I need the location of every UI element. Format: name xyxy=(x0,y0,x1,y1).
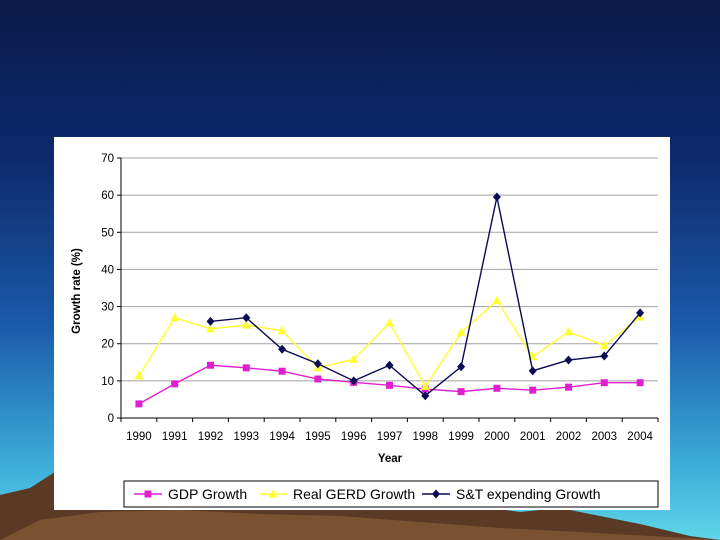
x-tick-label-2004: 2004 xyxy=(627,431,653,443)
x-tick-label-1993: 1993 xyxy=(234,431,260,443)
series-real-gerd-growth xyxy=(134,295,645,390)
data-point-1-1990 xyxy=(134,371,144,380)
y-axis-ticks: 0 10 20 30 40 50 60 70 xyxy=(101,153,121,425)
data-point-0-2001 xyxy=(529,386,537,394)
chart-panel: 0 10 20 30 40 50 60 70 1990 1991 1992 1993 1994 1995… xyxy=(54,137,670,510)
legend-marker-1 xyxy=(268,489,278,498)
data-point-0-2000 xyxy=(493,384,501,392)
data-point-2-2003 xyxy=(600,351,609,361)
data-point-2-1999 xyxy=(457,362,466,372)
data-point-0-2003 xyxy=(600,379,608,387)
x-tick-label-1991: 1991 xyxy=(162,431,188,443)
series-s-t-expending-growth xyxy=(206,192,645,401)
legend-marker-0 xyxy=(144,490,152,498)
x-axis-ticks: 1990 1991 1992 1993 1994 1995 1996 1997 1998 1999… xyxy=(120,418,659,443)
data-point-1-2002 xyxy=(564,326,573,336)
data-point-2-1997 xyxy=(385,360,394,370)
data-point-1-1998 xyxy=(420,381,430,390)
legend-label-2: S&T expending Growth xyxy=(456,486,601,502)
legend-box xyxy=(123,480,659,508)
data-point-0-1999 xyxy=(457,388,465,396)
x-tick-label-2000: 2000 xyxy=(484,431,510,443)
x-tick-label-1998: 1998 xyxy=(413,431,439,443)
data-point-0-1991 xyxy=(171,380,179,388)
data-point-0-2004 xyxy=(636,379,644,387)
x-tick-label-1992: 1992 xyxy=(198,431,224,443)
legend-label-0: GDP Growth xyxy=(168,486,247,502)
data-point-1-1993 xyxy=(241,320,251,329)
legend-marker-2 xyxy=(432,489,440,499)
data-point-1-1996 xyxy=(349,354,359,363)
data-point-2-1994 xyxy=(278,344,287,354)
x-tick-label-1990: 1990 xyxy=(126,431,152,443)
data-point-2-2002 xyxy=(564,355,573,365)
data-point-1-2000 xyxy=(492,295,502,305)
y-tick-label-10: 10 xyxy=(101,376,114,388)
data-point-1-1994 xyxy=(277,325,287,335)
data-point-0-1990 xyxy=(135,400,143,408)
x-tick-label-1996: 1996 xyxy=(341,431,367,443)
legend: GDP Growth Real GERD Growth S&T expending … xyxy=(134,486,601,502)
y-tick-label-60: 60 xyxy=(101,190,114,202)
x-tick-label-1997: 1997 xyxy=(377,431,403,443)
line-chart: 0 10 20 30 40 50 60 70 1990 1991 1992 1993 1994 1995… xyxy=(71,153,659,508)
y-tick-label-30: 30 xyxy=(101,302,114,314)
data-point-0-2002 xyxy=(565,383,572,391)
series-line-2 xyxy=(210,196,641,397)
mountain-highlight xyxy=(0,510,720,540)
data-point-0-1993 xyxy=(242,364,250,372)
y-tick-label-0: 0 xyxy=(108,413,114,425)
x-tick-label-1994: 1994 xyxy=(269,431,295,443)
data-point-2-2004 xyxy=(636,308,645,318)
x-tick-label-2003: 2003 xyxy=(592,431,618,443)
y-tick-label-40: 40 xyxy=(101,264,114,276)
x-tick-label-2002: 2002 xyxy=(556,431,582,443)
y-tick-label-50: 50 xyxy=(101,227,114,239)
gridlines xyxy=(120,157,658,419)
data-point-2-1998 xyxy=(421,391,430,401)
data-point-0-1997 xyxy=(386,381,393,389)
data-point-1-1999 xyxy=(456,327,466,337)
data-point-1-1997 xyxy=(385,317,394,327)
x-tick-label-2001: 2001 xyxy=(520,431,546,443)
legend-label-1: Real GERD Growth xyxy=(293,486,415,502)
data-point-2-1993 xyxy=(242,313,251,323)
data-point-0-1992 xyxy=(207,361,214,369)
data-point-2-1996 xyxy=(349,376,358,386)
x-axis-title: Year xyxy=(378,453,403,465)
data-point-1-2003 xyxy=(599,340,609,350)
data-point-2-1992 xyxy=(206,316,215,326)
data-point-1-1991 xyxy=(170,312,180,322)
x-tick-label-1999: 1999 xyxy=(448,431,474,443)
data-point-0-1994 xyxy=(278,367,286,375)
data-point-1-1992 xyxy=(206,323,215,333)
y-tick-label-70: 70 xyxy=(101,153,114,165)
y-tick-label-20: 20 xyxy=(101,339,114,351)
y-axis-title: Growth rate (%) xyxy=(71,248,83,334)
data-point-2-1995 xyxy=(313,359,322,369)
series xyxy=(134,192,645,408)
data-point-2-2000 xyxy=(492,192,501,202)
data-point-2-2001 xyxy=(528,366,537,376)
data-point-0-1995 xyxy=(314,375,322,383)
x-tick-label-1995: 1995 xyxy=(305,431,331,443)
